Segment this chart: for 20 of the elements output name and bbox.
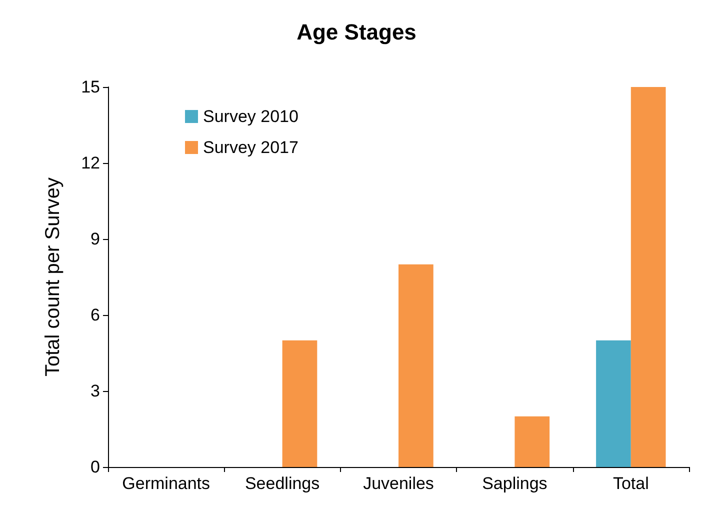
y-tick-label: 0 [90,458,100,476]
bar [630,87,666,467]
bar [398,264,434,467]
bar [596,340,631,467]
bar [514,416,550,467]
y-tick-label: 3 [90,382,100,400]
y-tick-label: 12 [81,154,100,172]
legend-label: Survey 2010 [203,107,298,126]
y-tick-label: 9 [90,230,100,248]
x-tick-label: Germinants [122,474,210,493]
y-axis-title: Total count per Survey [42,178,64,376]
y-tick-label: 15 [81,78,100,96]
chart-title: Age Stages [296,20,416,44]
legend-label: Survey 2017 [203,138,298,157]
x-tick-label: Seedlings [244,474,320,493]
x-tick-label: Total [612,474,649,493]
x-tick-label: Saplings [482,474,548,493]
y-tick-label: 6 [90,306,100,324]
bar [282,340,318,467]
x-tick-label: Juveniles [363,474,434,493]
